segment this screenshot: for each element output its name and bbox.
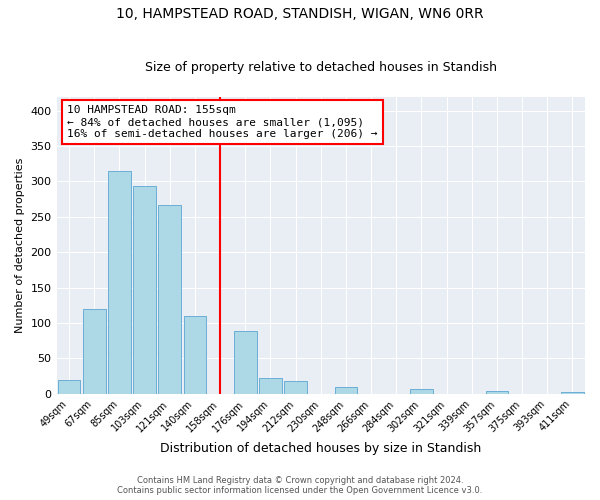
Bar [284, 381, 307, 394]
Bar [133, 186, 156, 394]
Bar [83, 309, 106, 394]
Bar [108, 171, 131, 394]
Bar [58, 380, 80, 394]
X-axis label: Distribution of detached houses by size in Standish: Distribution of detached houses by size … [160, 442, 481, 455]
Text: 10, HAMPSTEAD ROAD, STANDISH, WIGAN, WN6 0RR: 10, HAMPSTEAD ROAD, STANDISH, WIGAN, WN6… [116, 8, 484, 22]
Title: Size of property relative to detached houses in Standish: Size of property relative to detached ho… [145, 62, 497, 74]
Text: Contains HM Land Registry data © Crown copyright and database right 2024.
Contai: Contains HM Land Registry data © Crown c… [118, 476, 482, 495]
Bar [259, 378, 282, 394]
Text: 10 HAMPSTEAD ROAD: 155sqm
← 84% of detached houses are smaller (1,095)
16% of se: 10 HAMPSTEAD ROAD: 155sqm ← 84% of detac… [67, 106, 377, 138]
Y-axis label: Number of detached properties: Number of detached properties [15, 158, 25, 333]
Bar [485, 391, 508, 394]
Bar [158, 205, 181, 394]
Bar [184, 316, 206, 394]
Bar [561, 392, 584, 394]
Bar [234, 331, 257, 394]
Bar [335, 387, 357, 394]
Bar [410, 389, 433, 394]
